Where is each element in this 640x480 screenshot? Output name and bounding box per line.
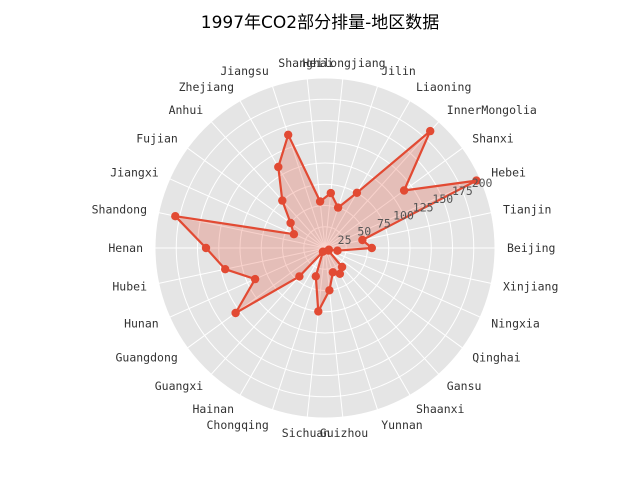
r-tick-label: 25	[338, 233, 352, 247]
category-label-xinjiang: Xinjiang	[503, 280, 558, 294]
grid-spoke	[324, 212, 492, 249]
grid-spoke	[187, 247, 326, 349]
data-point-shanghai[interactable]	[315, 197, 325, 206]
data-point-guizhou[interactable]	[325, 286, 334, 295]
data-point-yunnan[interactable]	[328, 268, 338, 277]
category-label-jiangxi: Jiangxi	[110, 165, 159, 179]
category-label-shanxi: Shanxi	[472, 132, 514, 146]
r-tick-label: 125	[413, 200, 434, 214]
category-label-innermongolia: InnerMongolia	[447, 103, 537, 117]
grid-spoke	[169, 178, 326, 249]
grid-spoke	[324, 147, 463, 249]
data-point-heilongjiang[interactable]	[326, 188, 335, 198]
category-label-ningxia: Ningxia	[491, 317, 539, 331]
data-point-hunan[interactable]	[250, 274, 260, 284]
grid-spoke	[324, 247, 344, 418]
chart-title: 1997年CO2部分排量-地区数据	[201, 13, 439, 33]
data-point-xinjiang[interactable]	[333, 246, 342, 255]
category-label-guangdong: Guangdong	[115, 350, 177, 364]
category-label-gansu: Gansu	[447, 379, 482, 393]
data-point-tianjin[interactable]	[358, 235, 367, 245]
data-point-gansu[interactable]	[337, 262, 347, 272]
data-point-anhui[interactable]	[278, 196, 287, 205]
series-fill	[175, 131, 477, 313]
category-label-hebei: Hebei	[491, 165, 526, 179]
grid-spoke	[306, 78, 326, 249]
category-label-fujian: Fujian	[136, 132, 178, 146]
grid-spoke	[239, 247, 326, 396]
grid-spoke	[210, 121, 326, 249]
grid-spoke	[187, 147, 326, 249]
data-point-chongqing[interactable]	[311, 272, 320, 281]
grid-spoke	[324, 247, 492, 284]
category-label-guizhou: Guizhou	[320, 426, 368, 440]
category-label-yunnan: Yunnan	[381, 418, 423, 432]
category-label-liaoning: Liaoning	[416, 80, 471, 94]
grid-spoke	[324, 100, 411, 249]
category-label-hubei: Hubei	[112, 280, 147, 294]
data-point-innermongolia[interactable]	[426, 126, 435, 136]
category-label-shandong: Shandong	[92, 202, 147, 216]
grid-spoke	[158, 247, 326, 284]
r-tick-label: 150	[432, 192, 453, 206]
data-point-guangdong[interactable]	[231, 308, 240, 318]
grid-spoke	[169, 247, 326, 318]
category-label-shanghai: Shanghai	[278, 56, 333, 70]
grid-spoke	[324, 178, 481, 249]
category-label-hunan: Hunan	[124, 317, 159, 331]
data-point-shandong[interactable]	[171, 212, 180, 221]
r-tick-label: 175	[452, 184, 473, 198]
data-point-henan[interactable]	[201, 243, 211, 253]
data-point-sichuan[interactable]	[314, 307, 323, 316]
data-point-guangxi[interactable]	[295, 272, 304, 281]
category-label-jiangsu: Jiangsu	[220, 64, 268, 78]
category-label-chongqing: Chongqing	[206, 418, 268, 432]
data-point-shanxi[interactable]	[399, 186, 409, 195]
r-tick-label: 200	[472, 176, 493, 190]
data-point-beijing[interactable]	[367, 243, 376, 253]
category-label-guangxi: Guangxi	[155, 379, 204, 393]
data-point-fujian[interactable]	[286, 218, 295, 228]
data-point-jiangxi[interactable]	[289, 230, 299, 239]
category-label-zhejiang: Zhejiang	[179, 80, 234, 94]
category-label-anhui: Anhui	[169, 103, 204, 117]
category-label-jilin: Jilin	[381, 64, 416, 78]
r-tick-label: 75	[377, 217, 391, 231]
r-tick-label: 100	[393, 209, 414, 223]
category-label-shaanxi: Shaanxi	[416, 402, 465, 416]
grid-spoke	[324, 86, 379, 249]
r-tick-label: 50	[357, 225, 371, 239]
category-label-tianjin: Tianjin	[503, 202, 551, 216]
category-label-heilongjiang: Heilongjiang	[302, 56, 385, 70]
grid-spoke	[324, 247, 481, 318]
grid-spoke	[324, 247, 463, 349]
data-point-ningxia[interactable]	[324, 245, 334, 254]
data-point-liaoning[interactable]	[352, 188, 362, 197]
category-label-hainan: Hainan	[192, 402, 234, 416]
grid-spoke	[239, 100, 326, 249]
data-point-jilin[interactable]	[333, 203, 343, 212]
category-label-henan: Henan	[108, 241, 143, 255]
category-label-beijing: Beijing	[507, 241, 555, 255]
data-point-shaanxi[interactable]	[335, 269, 345, 278]
category-label-qinghai: Qinghai	[472, 350, 521, 364]
grid-spoke	[271, 86, 326, 249]
data-point-hebei[interactable]	[472, 176, 481, 185]
grid-spoke	[324, 121, 440, 249]
category-label-sichuan: Sichuan	[282, 426, 330, 440]
data-point-jiangsu[interactable]	[284, 130, 293, 139]
data-point-hubei[interactable]	[221, 265, 230, 274]
grid-spoke	[306, 247, 326, 418]
data-point-zhejiang[interactable]	[274, 162, 283, 172]
grid-spoke	[324, 78, 344, 249]
